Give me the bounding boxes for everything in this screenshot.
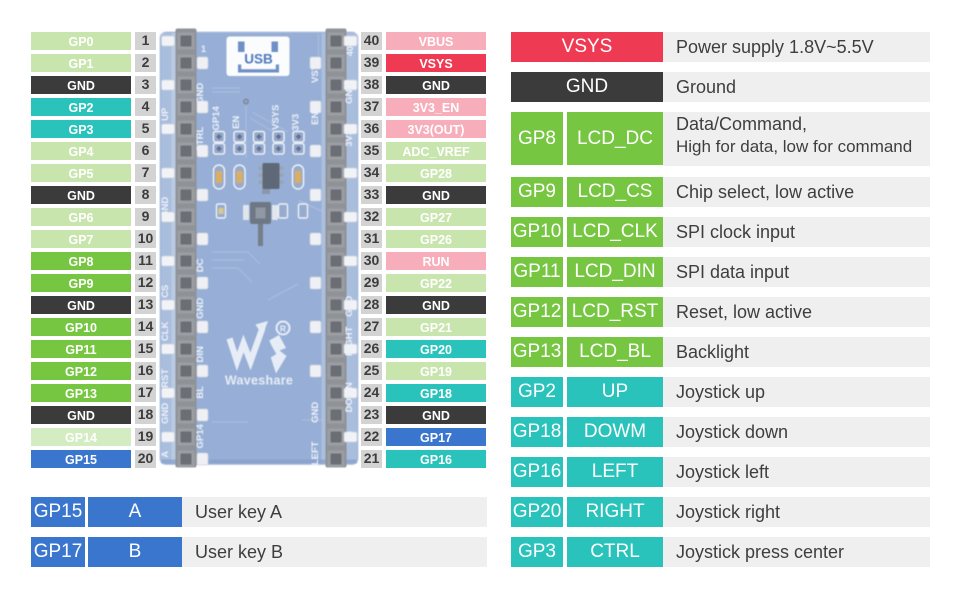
svg-text:RIGHT: RIGHT	[344, 326, 355, 356]
svg-text:R: R	[280, 324, 286, 334]
svg-text:EN: EN	[310, 112, 321, 125]
svg-text:CLK: CLK	[160, 321, 171, 341]
svg-text:DOWN: DOWN	[344, 382, 355, 412]
svg-text:DC: DC	[195, 258, 206, 272]
svg-text:A: A	[160, 451, 171, 458]
svg-text:GND: GND	[160, 403, 171, 424]
svg-text:GP14: GP14	[211, 105, 222, 130]
svg-text:3V3: 3V3	[291, 114, 302, 131]
svg-text:B: B	[344, 431, 355, 438]
svg-text:BL: BL	[195, 386, 206, 399]
svg-text:DIN: DIN	[195, 346, 206, 363]
svg-text:EN: EN	[231, 116, 242, 129]
svg-text:CTRL: CTRL	[195, 126, 206, 152]
svg-text:GND: GND	[344, 83, 355, 104]
svg-text:GND: GND	[344, 296, 355, 317]
svg-text:Waveshare: Waveshare	[225, 374, 293, 388]
svg-text:GND: GND	[195, 83, 206, 104]
svg-text:LEFT: LEFT	[310, 441, 321, 465]
svg-text:40: 40	[345, 46, 355, 56]
svg-text:3V3: 3V3	[344, 130, 355, 147]
svg-text:RST: RST	[160, 369, 171, 388]
svg-text:VSYS: VSYS	[310, 58, 321, 83]
svg-text:GND: GND	[195, 298, 206, 319]
svg-text:GND: GND	[160, 197, 171, 218]
svg-text:VSYS: VSYS	[271, 105, 282, 130]
svg-text:1: 1	[201, 44, 206, 54]
svg-text:USB: USB	[244, 52, 273, 67]
svg-text:CS: CS	[160, 285, 171, 298]
svg-text:UP: UP	[160, 107, 171, 121]
svg-text:GND: GND	[310, 402, 321, 423]
svg-text:GP14: GP14	[195, 423, 206, 448]
